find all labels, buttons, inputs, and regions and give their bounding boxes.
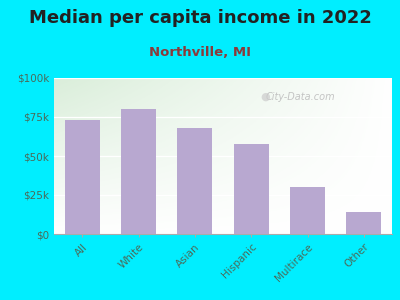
Text: City-Data.com: City-Data.com [266,92,336,102]
Bar [177,128,212,234]
Text: ●: ● [260,92,270,102]
Bar [290,187,325,234]
Bar [65,120,100,234]
Bar [121,109,156,234]
Bar [346,212,381,234]
Text: Median per capita income in 2022: Median per capita income in 2022 [28,9,372,27]
Text: Northville, MI: Northville, MI [149,46,251,59]
Bar [234,143,269,234]
